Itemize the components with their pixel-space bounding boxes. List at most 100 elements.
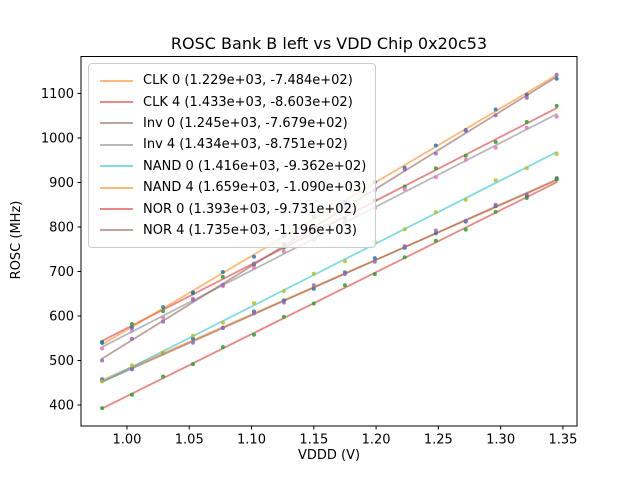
data-point-nand-0 [190, 333, 195, 338]
data-point-inv-0 [190, 340, 195, 345]
legend-line-swatch [100, 229, 133, 232]
data-point-nor-4 [129, 336, 134, 341]
data-point-nor-0 [161, 374, 166, 379]
data-point-clk-0 [190, 336, 195, 341]
y-tick-label: 800 [49, 220, 74, 235]
y-tick-label: 900 [49, 176, 74, 191]
legend-item: NAND 0 (1.416e+03, -9.362e+02) [100, 156, 366, 177]
x-tick-label: 1.30 [486, 433, 515, 448]
data-point-clk-4 [463, 153, 468, 158]
data-point-nor-4 [493, 113, 498, 118]
series-nand-0 [100, 151, 559, 384]
data-point-inv-0 [252, 311, 257, 316]
data-point-inv-4 [554, 114, 559, 119]
legend-label: CLK 4 (1.433e+03, -8.603e+02) [143, 94, 353, 110]
data-point-nand-0 [433, 210, 438, 215]
legend-label: NOR 4 (1.735e+03, -1.196e+03) [143, 222, 357, 238]
y-tick-label: 500 [49, 354, 74, 369]
data-point-nand-0 [281, 289, 286, 294]
legend-label: NOR 0 (1.393e+03, -9.731e+02) [143, 201, 357, 217]
data-point-nor-0 [220, 345, 225, 350]
x-tick-label: 1.20 [362, 433, 391, 448]
x-tick-label: 1.10 [237, 433, 266, 448]
legend-item: CLK 4 (1.433e+03, -8.603e+02) [100, 91, 366, 112]
legend-label: Inv 4 (1.434e+03, -8.751e+02) [143, 137, 348, 153]
data-point-inv-4 [161, 315, 166, 320]
legend-line-swatch [100, 79, 133, 82]
legend-label: NAND 4 (1.659e+03, -1.090e+03) [143, 180, 367, 196]
data-point-nand-0 [493, 178, 498, 183]
data-point-nor-4 [433, 151, 438, 156]
data-point-nand-0 [463, 197, 468, 202]
legend-line-swatch [100, 122, 133, 125]
data-point-nand-4 [129, 325, 134, 330]
y-tick-label: 400 [49, 399, 74, 414]
data-point-nand-0 [311, 271, 316, 276]
series-nor-0 [100, 176, 559, 411]
data-point-inv-4 [281, 249, 286, 254]
data-point-inv-4 [252, 265, 257, 270]
y-tick-label: 1100 [41, 87, 74, 102]
y-tick-label: 600 [49, 310, 74, 325]
plot-area-border [80, 56, 578, 427]
data-point-inv-4 [129, 328, 134, 333]
data-point-nand-4 [433, 143, 438, 148]
data-point-inv-0 [342, 272, 347, 277]
data-point-nor-4 [190, 297, 195, 302]
data-point-nor-0 [342, 283, 347, 288]
data-point-clk-4 [433, 166, 438, 171]
data-point-nand-4 [493, 107, 498, 112]
data-point-nand-0 [524, 166, 529, 171]
data-point-nor-4 [402, 167, 407, 172]
data-point-nor-4 [252, 261, 257, 266]
fit-line-inv-0 [101, 178, 558, 383]
data-point-inv-0 [220, 325, 225, 330]
data-point-nor-4 [100, 358, 105, 363]
data-point-nand-0 [220, 320, 225, 325]
data-point-nor-0 [372, 272, 377, 277]
data-point-nand-0 [100, 379, 105, 384]
legend-label: CLK 0 (1.229e+03, -7.484e+02) [143, 73, 353, 89]
data-point-clk-4 [161, 309, 166, 314]
data-point-nor-4 [161, 319, 166, 324]
data-point-inv-4 [493, 145, 498, 150]
data-point-inv-0 [433, 228, 438, 233]
data-point-nand-0 [252, 301, 257, 306]
data-point-nand-4 [100, 340, 105, 345]
data-point-nor-0 [129, 392, 134, 397]
data-point-inv-4 [402, 187, 407, 192]
x-tick-label: 1.15 [299, 433, 328, 448]
data-point-inv-0 [372, 259, 377, 264]
y-tick-label: 700 [49, 265, 74, 280]
axis-ticks: 1.00 1.05 1.10 1.15 1.20 1.25 1.30 1.35 400 500 60… [41, 87, 577, 448]
legend-item: CLK 0 (1.229e+03, -7.484e+02) [100, 70, 366, 91]
data-point-nor-0 [252, 332, 257, 337]
legend-item: NOR 0 (1.393e+03, -9.731e+02) [100, 198, 366, 219]
legend-label: NAND 0 (1.416e+03, -9.362e+02) [143, 158, 367, 174]
data-point-nand-4 [161, 305, 166, 310]
x-tick-label: 1.00 [112, 433, 141, 448]
fit-line-nor-0 [101, 181, 558, 410]
data-point-nor-0 [281, 314, 286, 319]
data-point-nor-0 [524, 196, 529, 201]
legend-line-swatch [100, 143, 133, 146]
legend-item: Inv 4 (1.434e+03, -8.751e+02) [100, 134, 366, 155]
x-tick-label: 1.25 [424, 433, 453, 448]
x-axis-label: VDDD (V) [297, 448, 361, 463]
data-point-nand-0 [402, 227, 407, 232]
data-point-nor-4 [220, 282, 225, 287]
chart-title: ROSC Bank B left vs VDD Chip 0x20c53 [170, 34, 488, 53]
data-point-inv-0 [493, 202, 498, 207]
data-point-nor-0 [463, 227, 468, 232]
legend-line-swatch [100, 165, 133, 168]
data-point-nor-4 [554, 72, 559, 77]
data-point-nand-0 [129, 363, 134, 368]
data-point-clk-4 [554, 103, 559, 108]
data-point-inv-4 [433, 175, 438, 180]
data-point-inv-0 [311, 283, 316, 288]
data-point-nand-4 [190, 290, 195, 295]
legend-item: Inv 0 (1.245e+03, -7.679e+02) [100, 113, 366, 134]
data-point-nand-0 [161, 350, 166, 355]
legend-label: Inv 0 (1.245e+03, -7.679e+02) [143, 115, 348, 131]
